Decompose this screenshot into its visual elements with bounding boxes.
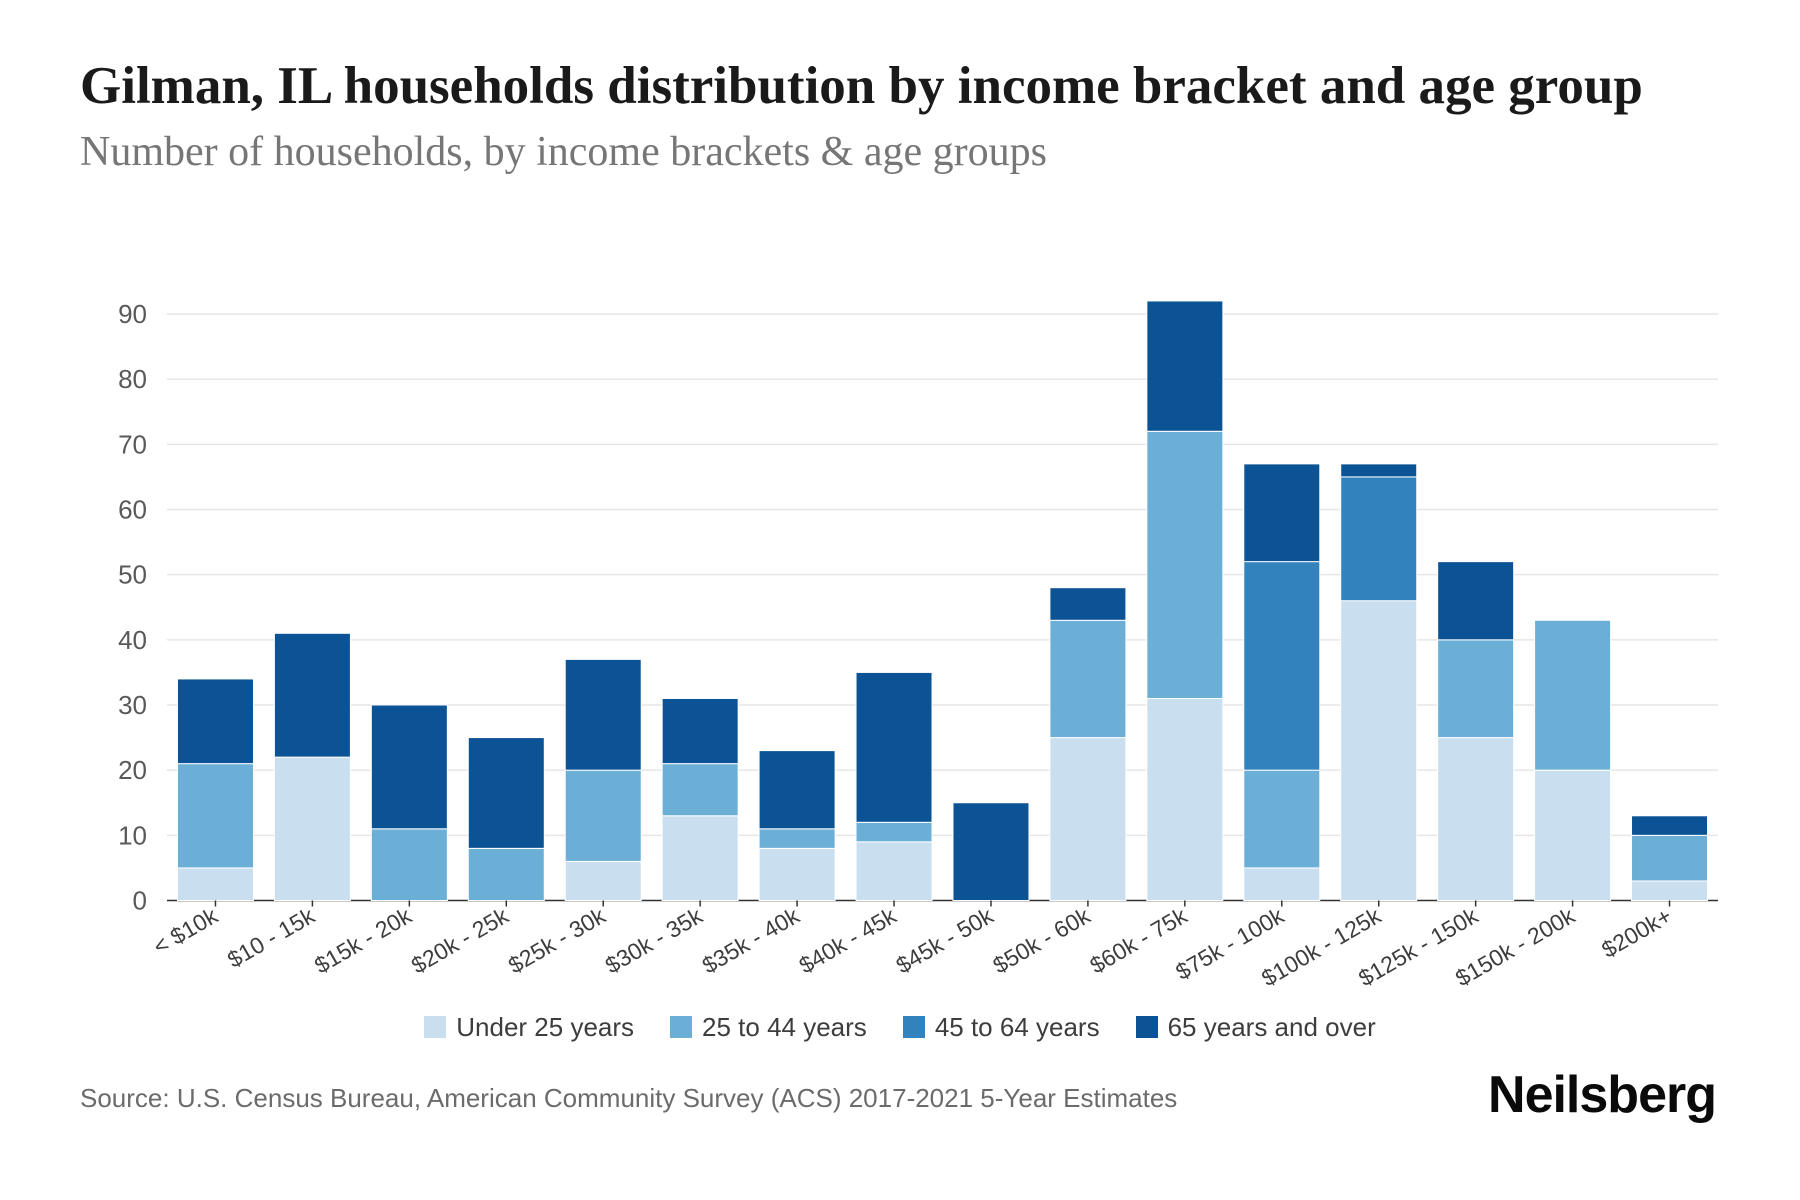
svg-text:$20k - 25k: $20k - 25k	[407, 902, 513, 978]
svg-text:30: 30	[118, 690, 147, 720]
svg-text:70: 70	[118, 429, 147, 459]
svg-text:$25k - 30k: $25k - 30k	[504, 902, 610, 978]
svg-text:90: 90	[118, 299, 147, 329]
svg-text:$35k - 40k: $35k - 40k	[698, 902, 804, 978]
svg-text:$10 - 15k: $10 - 15k	[223, 902, 319, 973]
svg-text:50: 50	[118, 560, 147, 590]
svg-text:< $10k: < $10k	[149, 902, 223, 960]
svg-text:40: 40	[118, 625, 147, 655]
svg-text:$45k - 50k: $45k - 50k	[891, 902, 997, 978]
svg-text:0: 0	[133, 886, 147, 916]
svg-text:$40k - 45k: $40k - 45k	[795, 902, 901, 978]
svg-text:10: 10	[118, 820, 147, 850]
svg-text:$200k+: $200k+	[1597, 902, 1676, 963]
svg-text:60: 60	[118, 495, 147, 525]
svg-text:20: 20	[118, 755, 147, 785]
svg-text:$50k - 60k: $50k - 60k	[988, 902, 1094, 978]
svg-text:$15k - 20k: $15k - 20k	[310, 902, 416, 978]
svg-text:80: 80	[118, 364, 147, 394]
svg-text:$30k - 35k: $30k - 35k	[601, 902, 707, 978]
